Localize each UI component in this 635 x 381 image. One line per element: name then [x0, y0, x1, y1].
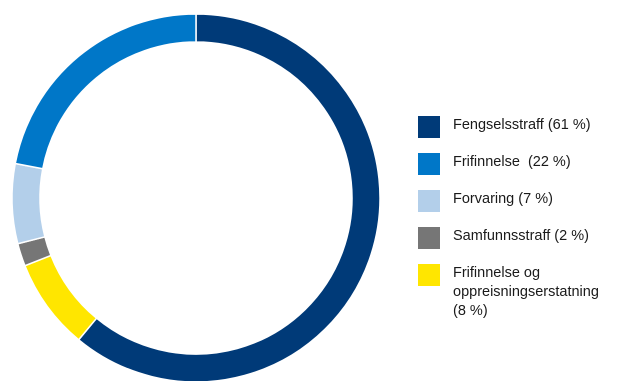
legend-item: Frifinnelse (22 %): [418, 153, 633, 175]
legend-swatch: [418, 264, 440, 286]
legend-label: Frifinnelse (22 %): [453, 154, 571, 170]
donut-slice-4: [14, 13, 197, 170]
donut-slice-1: [23, 254, 98, 341]
legend-label: Fengselsstraff (61 %): [453, 117, 591, 133]
legend-swatch: [418, 190, 440, 212]
legend-label: Frifinnelse og oppreisningserstatning (8…: [453, 265, 599, 319]
legend-item: Samfunnsstraff (2 %): [418, 227, 633, 249]
legend-swatch: [418, 227, 440, 249]
legend-label: Forvaring (7 %): [453, 191, 553, 207]
legend-item: Frifinnelse og oppreisningserstatning (8…: [418, 264, 633, 321]
legend-label: Samfunnsstraff (2 %): [453, 228, 589, 244]
legend-item: Forvaring (7 %): [418, 190, 633, 212]
donut-slice-3: [11, 162, 46, 245]
legend-swatch: [418, 153, 440, 175]
legend-swatch: [418, 116, 440, 138]
legend-item: Fengselsstraff (61 %): [418, 116, 633, 138]
donut-slice-0: [77, 13, 381, 381]
